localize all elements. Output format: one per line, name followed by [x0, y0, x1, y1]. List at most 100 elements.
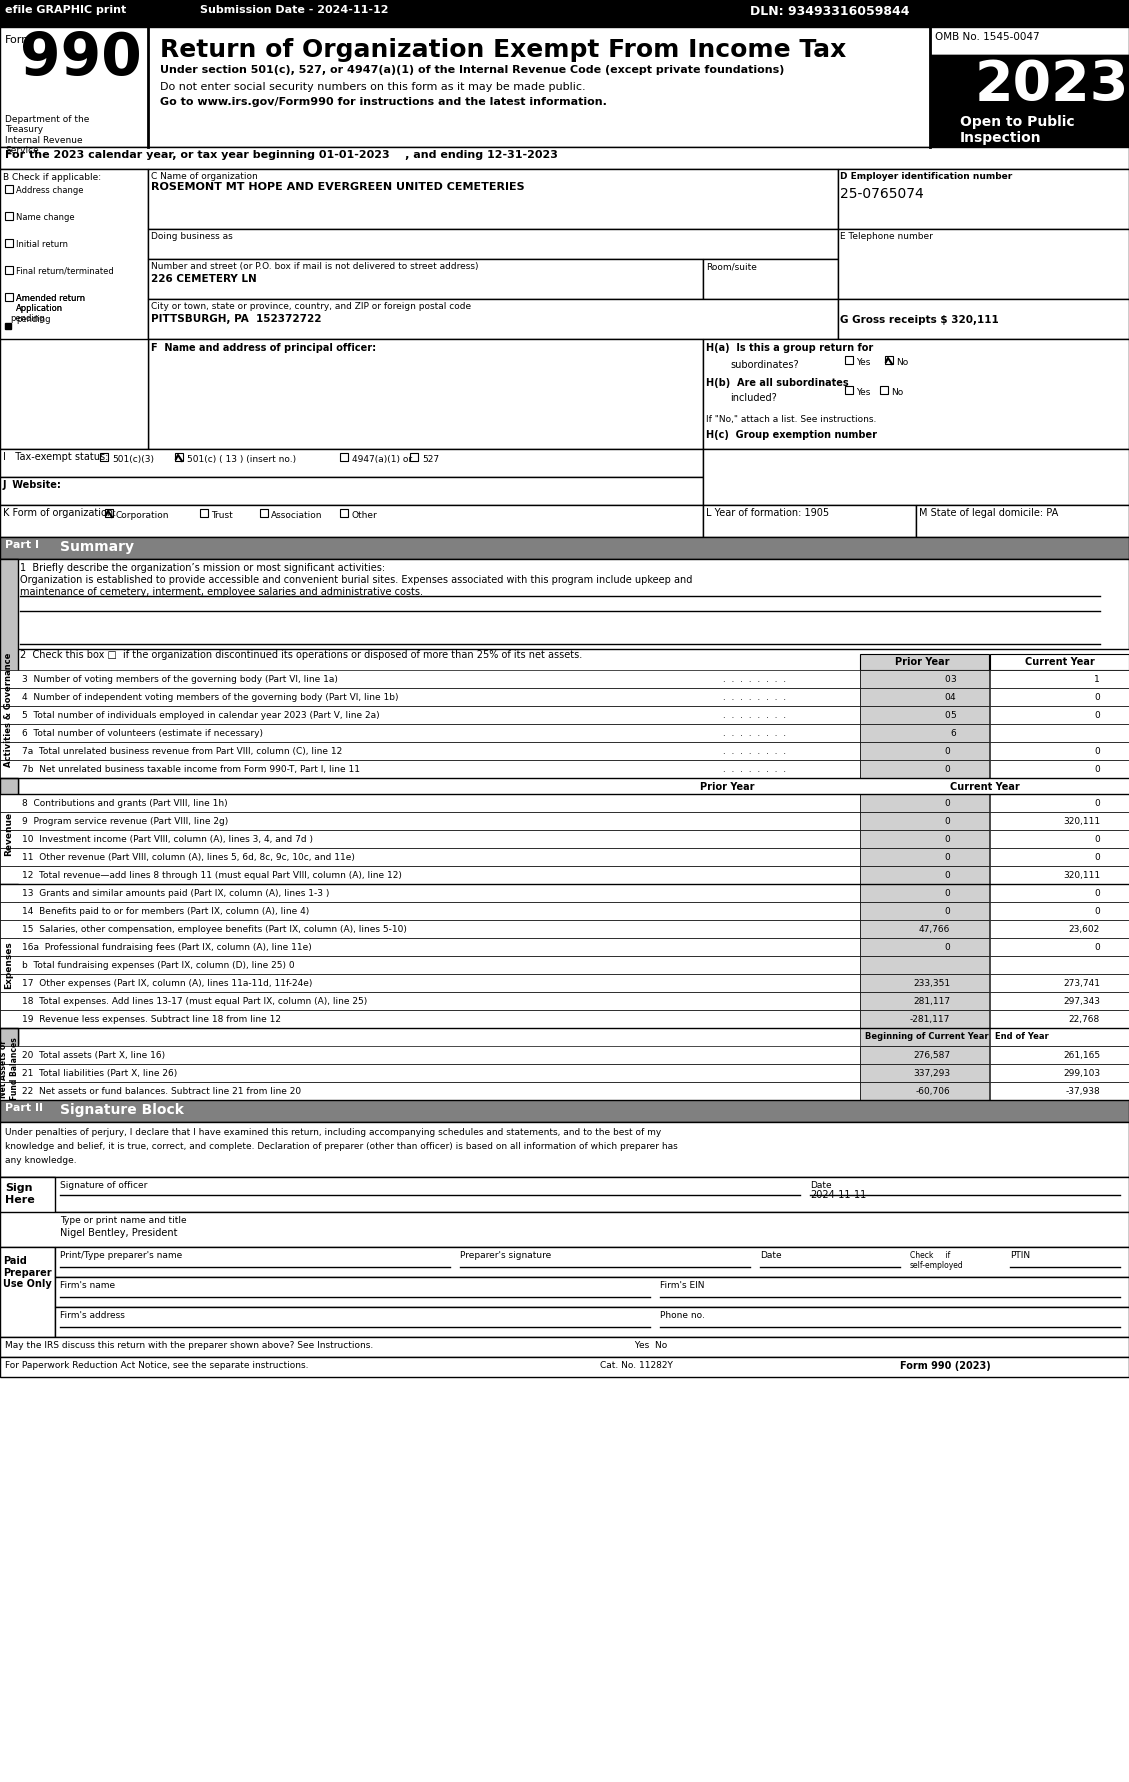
Bar [0, 478, 703, 506]
Bar [860, 1028, 989, 1046]
Text: 261,165: 261,165 [1062, 1050, 1100, 1060]
Bar [148, 169, 838, 230]
Text: If "No," attach a list. See instructions.: If "No," attach a list. See instructions… [706, 415, 876, 424]
Text: 22,768: 22,768 [1069, 1014, 1100, 1023]
Bar [990, 957, 1129, 975]
Bar [990, 813, 1129, 830]
Bar [0, 506, 703, 538]
Text: Other: Other [351, 511, 377, 520]
Bar [0, 1028, 18, 1108]
Text: 501(c) ( 13 ) (insert no.): 501(c) ( 13 ) (insert no.) [187, 454, 296, 463]
Bar [930, 29, 1129, 55]
Text: included?: included? [730, 392, 777, 403]
Bar [990, 743, 1129, 761]
Text: Association: Association [271, 511, 323, 520]
Bar [148, 230, 838, 260]
Text: Open to Public
Inspection: Open to Public Inspection [960, 114, 1075, 144]
Text: .  .  .  .  .  .  .  .: . . . . . . . . [720, 675, 789, 684]
Text: 0: 0 [944, 889, 949, 898]
Text: B Check if applicable:: B Check if applicable: [3, 173, 102, 182]
Text: M State of legal domicile: PA: M State of legal domicile: PA [919, 508, 1058, 519]
Bar [838, 169, 1129, 230]
Text: 8  Contributions and grants (Part VIII, line 1h): 8 Contributions and grants (Part VIII, l… [21, 798, 228, 807]
Bar [0, 538, 1129, 560]
Text: Firm's name: Firm's name [60, 1279, 115, 1288]
Text: For the 2023 calendar year, or tax year beginning 01-01-2023    , and ending 12-: For the 2023 calendar year, or tax year … [5, 150, 558, 160]
Bar [5, 241, 14, 248]
Bar [885, 356, 893, 365]
Bar [990, 761, 1129, 779]
Text: H(c)  Group exemption number: H(c) Group exemption number [706, 429, 877, 440]
Bar [990, 993, 1129, 1010]
Bar [860, 921, 989, 939]
Bar [860, 707, 989, 725]
Bar [5, 324, 11, 330]
Text: 320,111: 320,111 [1062, 871, 1100, 880]
Text: Yes: Yes [856, 358, 870, 367]
Text: 10  Investment income (Part VIII, column (A), lines 3, 4, and 7d ): 10 Investment income (Part VIII, column … [21, 834, 313, 843]
Text: Prior Year: Prior Year [895, 656, 949, 666]
Bar [0, 1178, 1129, 1212]
Text: 297,343: 297,343 [1064, 996, 1100, 1005]
Text: pending: pending [10, 314, 44, 323]
Text: Part I: Part I [5, 540, 40, 549]
Bar [0, 560, 18, 859]
Text: May the IRS discuss this return with the preparer shown above? See Instructions.: May the IRS discuss this return with the… [5, 1340, 667, 1349]
Text: Under penalties of perjury, I declare that I have examined this return, includin: Under penalties of perjury, I declare th… [5, 1128, 662, 1137]
Text: 0: 0 [944, 764, 949, 773]
Text: Name change: Name change [16, 212, 75, 223]
Text: Yes: Yes [856, 388, 870, 397]
Text: b  Total fundraising expenses (Part IX, column (D), line 25) 0: b Total fundraising expenses (Part IX, c… [21, 960, 295, 969]
Text: 21  Total liabilities (Part X, line 26): 21 Total liabilities (Part X, line 26) [21, 1069, 177, 1078]
Bar [0, 1046, 860, 1064]
Text: -60,706: -60,706 [916, 1087, 949, 1096]
Text: 15  Salaries, other compensation, employee benefits (Part IX, column (A), lines : 15 Salaries, other compensation, employe… [21, 925, 406, 934]
Text: Activities & Governance: Activities & Governance [5, 652, 14, 766]
Text: 19  Revenue less expenses. Subtract line 18 from line 12: 19 Revenue less expenses. Subtract line … [21, 1014, 281, 1023]
Text: 4: 4 [949, 693, 955, 702]
Text: 1: 1 [1094, 675, 1100, 684]
Text: Number and street (or P.O. box if mail is not delivered to street address): Number and street (or P.O. box if mail i… [151, 262, 479, 271]
Text: Do not enter social security numbers on this form as it may be made public.: Do not enter social security numbers on … [160, 82, 586, 93]
Bar [340, 454, 348, 462]
Bar [260, 510, 268, 519]
Bar [0, 1123, 1129, 1178]
Text: Address change: Address change [16, 185, 84, 194]
Bar [0, 560, 1129, 650]
Bar [860, 939, 989, 957]
Bar [410, 454, 418, 462]
Text: DLN: 93493316059844: DLN: 93493316059844 [750, 5, 910, 18]
Text: 2023: 2023 [975, 59, 1129, 112]
Bar [844, 356, 854, 365]
Text: 7b  Net unrelated business taxable income from Form 990-T, Part I, line 11: 7b Net unrelated business taxable income… [21, 764, 360, 773]
Bar [860, 902, 989, 921]
Text: End of Year: End of Year [995, 1032, 1049, 1041]
Text: 0: 0 [1094, 798, 1100, 807]
Text: 0: 0 [944, 943, 949, 952]
Text: Firm's address: Firm's address [60, 1310, 125, 1319]
Text: Form 990 (2023): Form 990 (2023) [900, 1360, 991, 1370]
Bar [990, 670, 1129, 688]
Text: 0: 0 [1094, 889, 1100, 898]
Bar [860, 1082, 989, 1099]
Text: Go to www.irs.gov/Form990 for instructions and the latest information.: Go to www.irs.gov/Form990 for instructio… [160, 96, 607, 107]
Text: Application: Application [16, 303, 63, 314]
Bar [5, 294, 14, 301]
Text: 5  Total number of individuals employed in calendar year 2023 (Part V, line 2a): 5 Total number of individuals employed i… [21, 711, 379, 720]
Bar [175, 454, 183, 462]
Bar [100, 454, 108, 462]
Bar [0, 340, 148, 449]
Text: 14  Benefits paid to or for members (Part IX, column (A), line 4): 14 Benefits paid to or for members (Part… [21, 907, 309, 916]
Text: 6: 6 [949, 729, 956, 738]
Bar [703, 340, 1129, 449]
Text: L Year of formation: 1905: L Year of formation: 1905 [706, 508, 829, 519]
Text: 0: 0 [1094, 693, 1100, 702]
Bar [703, 449, 1129, 506]
Text: 990: 990 [20, 30, 142, 87]
Bar [0, 813, 860, 830]
Text: Print/Type preparer's name: Print/Type preparer's name [60, 1251, 182, 1260]
Bar [105, 510, 113, 519]
Bar [0, 902, 860, 921]
Bar [860, 1010, 989, 1028]
Text: 11  Other revenue (Part VIII, column (A), lines 5, 6d, 8c, 9c, 10c, and 11e): 11 Other revenue (Part VIII, column (A),… [21, 852, 355, 861]
